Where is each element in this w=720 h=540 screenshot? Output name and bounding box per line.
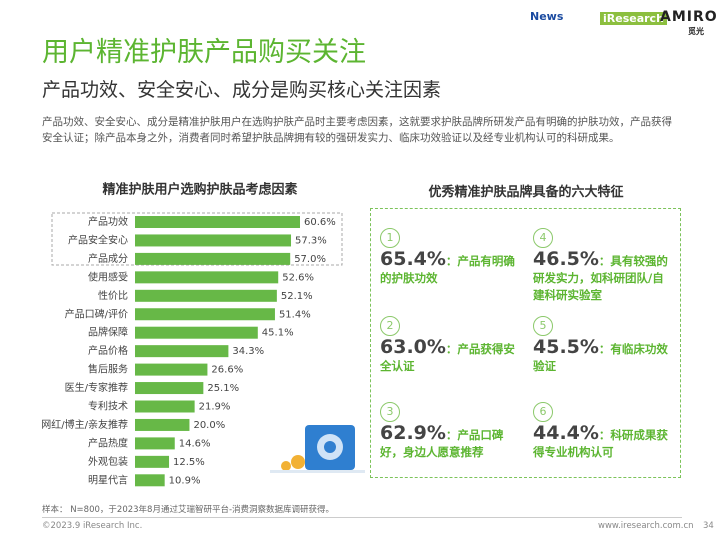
logo: iResearch <box>600 12 667 25</box>
bar <box>135 308 275 321</box>
feature-desc: ：具有较强的研发实力，如科研团队/自建科研实验室 <box>533 254 668 302</box>
feature-number: 5 <box>533 316 553 336</box>
bar <box>135 345 229 358</box>
y-tick-label: 明星代言 <box>88 473 128 486</box>
y-tick-label: 外观包装 <box>88 455 128 468</box>
y-tick-label: 医生/专家推荐 <box>65 381 128 394</box>
y-tick-label: 产品热度 <box>88 436 128 449</box>
bar <box>135 271 279 284</box>
logo: 觅光 <box>688 27 704 36</box>
bar <box>135 234 292 247</box>
data-label: 52.1% <box>281 291 313 302</box>
feature-text: 44.4%：科研成果获得专业机构认可 <box>533 422 673 461</box>
url: www.iresearch.com.cn <box>598 521 694 531</box>
y-tick-label: 产品口碑/评价 <box>65 307 128 320</box>
bar <box>135 216 300 228</box>
feature: 4 46.5%：具有较强的研发实力，如科研团队/自建科研实验室 <box>533 228 673 304</box>
chart-title: 精准护肤用户选购护肤品考虑因素 <box>102 182 297 198</box>
bar <box>135 474 165 487</box>
feature-value: 65.4% <box>380 248 446 270</box>
data-label: 14.6% <box>179 438 211 449</box>
bar <box>135 382 204 395</box>
feature-desc: ：产品口碑好，身边人愿意推荐 <box>380 428 504 459</box>
bar <box>135 418 190 431</box>
feature: 5 45.5%：有临床功效验证 <box>533 316 673 375</box>
feature-desc: ：科研成果获得专业机构认可 <box>533 428 668 459</box>
bar <box>135 455 170 468</box>
data-label: 57.3% <box>295 235 327 246</box>
feature: 3 62.9%：产品口碑好，身边人愿意推荐 <box>380 402 520 461</box>
logo: AMIRO <box>660 9 718 25</box>
feature: 6 44.4%：科研成果获得专业机构认可 <box>533 402 673 461</box>
feature: 1 65.4%：产品有明确的护肤功效 <box>380 228 520 287</box>
y-tick-label: 产品安全安心 <box>68 233 128 246</box>
data-label: 51.4% <box>279 309 311 320</box>
feature-value: 46.5% <box>533 248 599 270</box>
bar <box>135 252 291 265</box>
data-label: 12.5% <box>173 457 205 468</box>
bar <box>135 400 195 413</box>
y-tick-label: 网红/博主/亲友推荐 <box>41 418 128 431</box>
data-label: 34.3% <box>232 346 264 357</box>
subtitle: 产品功效、安全安心、成分是购买核心关注因素 <box>42 79 442 101</box>
feature-value: 44.4% <box>533 422 599 444</box>
feature-text: 62.9%：产品口碑好，身边人愿意推荐 <box>380 422 520 461</box>
y-tick-label: 性价比 <box>98 289 128 302</box>
highlight-box <box>51 212 343 266</box>
feature-text: 45.5%：有临床功效验证 <box>533 336 673 375</box>
bar <box>135 326 258 339</box>
data-label: 60.6% <box>304 217 336 228</box>
data-label: 25.1% <box>207 383 239 394</box>
paragraph: 产品功效、安全安心、成分是精准护肤用户在选购护肤产品时主要考虑因素，这就要求护肤… <box>42 116 672 144</box>
data-label: 26.6% <box>211 365 243 376</box>
y-tick-label: 产品价格 <box>88 344 128 357</box>
feature-desc: ：有临床功效验证 <box>533 342 668 373</box>
data-label: 45.1% <box>262 328 294 339</box>
features-box <box>370 208 681 478</box>
feature-value: 45.5% <box>533 336 599 358</box>
y-tick-label: 品牌保障 <box>88 326 128 339</box>
features-title: 优秀精准护肤品牌具备的六大特征 <box>428 185 624 200</box>
data-label: 20.0% <box>193 420 225 431</box>
divider <box>42 517 682 518</box>
y-tick-label: 产品功效 <box>88 215 128 228</box>
logo: News <box>530 10 564 23</box>
feature-number: 3 <box>380 402 400 422</box>
feature-text: 46.5%：具有较强的研发实力，如科研团队/自建科研实验室 <box>533 248 673 304</box>
feature-number: 4 <box>533 228 553 248</box>
feature-number: 6 <box>533 402 553 422</box>
y-tick-label: 使用感受 <box>88 270 128 283</box>
data-label: 52.6% <box>282 272 314 283</box>
feature-value: 62.9% <box>380 422 446 444</box>
title: 用户精准护肤产品购买关注 <box>42 37 366 68</box>
data-label: 57.0% <box>294 254 326 265</box>
copyright: ©2023.9 iResearch Inc. <box>42 521 143 531</box>
feature-text: 65.4%：产品有明确的护肤功效 <box>380 248 520 287</box>
page-number: 34 <box>703 521 714 531</box>
y-tick-label: 产品成分 <box>88 252 128 265</box>
y-tick-label: 专利技术 <box>88 400 128 413</box>
feature: 2 63.0%：产品获得安全认证 <box>380 316 520 375</box>
feature-number: 2 <box>380 316 400 336</box>
y-tick-label: 售后服务 <box>88 363 128 376</box>
feature-desc: ：产品获得安全认证 <box>380 342 515 373</box>
bar <box>135 437 175 450</box>
bar <box>135 363 208 376</box>
feature-value: 63.0% <box>380 336 446 358</box>
bar <box>135 289 277 302</box>
footnote: 样本： N=800，于2023年8月通过艾瑞智研平台-消费洞察数据库调研获得。 <box>42 505 335 515</box>
feature-desc: ：产品有明确的护肤功效 <box>380 254 515 285</box>
data-label: 21.9% <box>199 402 231 413</box>
illustration <box>270 425 365 473</box>
feature-text: 63.0%：产品获得安全认证 <box>380 336 520 375</box>
bar-chart: 精准护肤用户选购护肤品考虑因素 产品功效 60.6% 产品安全安心 57.3% 产品成分… <box>41 182 365 505</box>
data-label: 10.9% <box>169 475 201 486</box>
feature-number: 1 <box>380 228 400 248</box>
